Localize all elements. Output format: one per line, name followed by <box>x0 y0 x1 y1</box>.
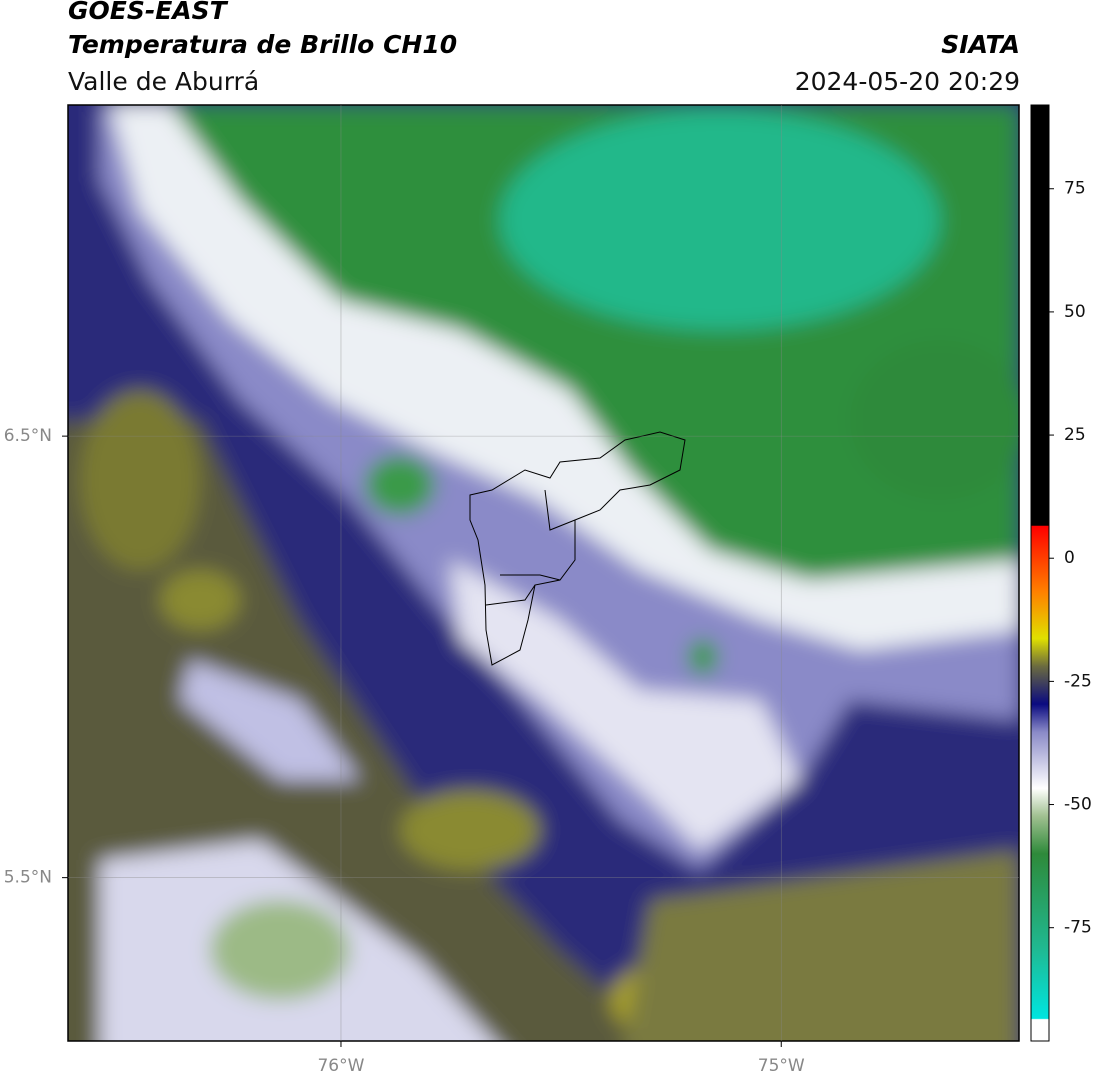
datetime: 2024-05-20 20:29 <box>795 67 1020 96</box>
satellite-title: GOES-EAST <box>68 0 229 25</box>
municipal-boundary <box>485 584 536 606</box>
x-tick-label: 76°W <box>317 1056 364 1076</box>
municipal-boundary <box>544 489 576 531</box>
colorbar-tick-label: 75 <box>1064 179 1086 199</box>
colorbar-tick-label: 50 <box>1064 302 1086 322</box>
colorbar-tick-label: 25 <box>1064 425 1086 445</box>
map-frame <box>67 104 1020 1042</box>
satellite-image <box>68 105 1019 1041</box>
colorbar-tick-label: -50 <box>1064 795 1092 815</box>
colorbar-tick-label: -25 <box>1064 671 1092 691</box>
region-subtitle: Valle de Aburrá <box>68 67 259 96</box>
y-tick-label: 6.5°N <box>4 426 52 446</box>
colorbar-tick-label: 0 <box>1064 548 1075 568</box>
product-title: Temperatura de Brillo CH10 <box>68 30 457 59</box>
colorbar <box>1030 104 1050 1042</box>
colorbar-tick-label: -75 <box>1064 918 1092 938</box>
municipal-boundary <box>500 574 561 581</box>
y-tick-label: 5.5°N <box>4 868 52 888</box>
agency: SIATA <box>941 30 1020 59</box>
x-tick-label: 75°W <box>758 1056 805 1076</box>
municipal-boundaries <box>469 431 686 666</box>
